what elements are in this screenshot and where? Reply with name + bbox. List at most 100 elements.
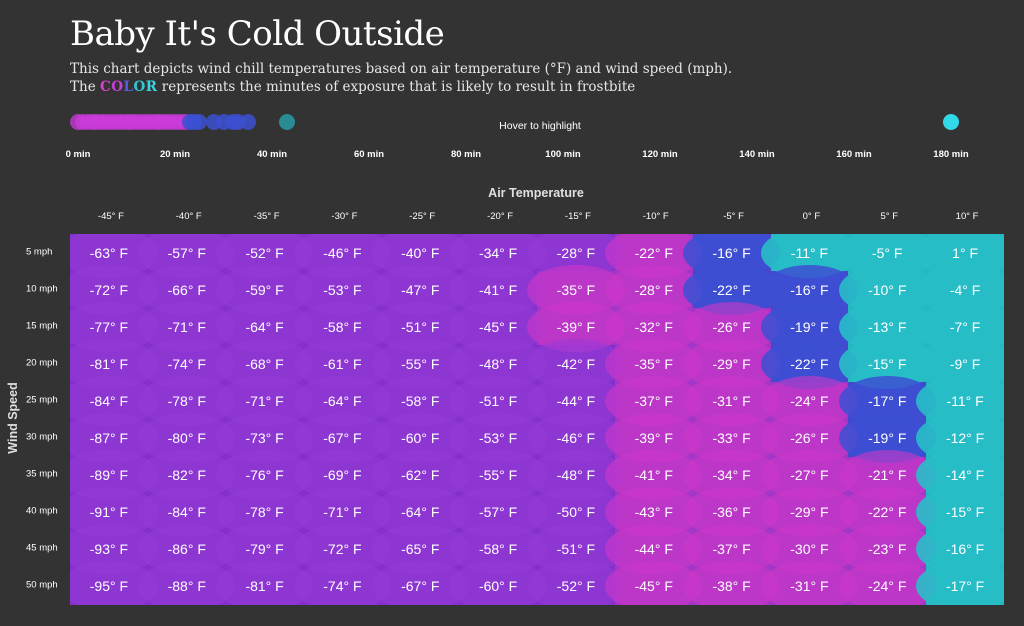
wind-chill-value: -45° F — [634, 578, 673, 595]
wind-chill-value: -78° F — [245, 504, 284, 521]
legend-tick-label: 160 min — [836, 149, 872, 160]
wind-chill-value: -32° F — [634, 318, 673, 335]
wind-chill-value: -41° F — [634, 467, 673, 484]
wind-chill-value: -16° F — [712, 244, 751, 261]
wind-chill-value: -78° F — [167, 392, 206, 409]
wind-chill-heatmap[interactable]: -63° F -57° F -52° F -46° F -40° F -34° F -28°… — [70, 234, 1004, 605]
y-tick-label: 5 mph — [26, 246, 53, 258]
wind-chill-value: -14° F — [945, 467, 985, 484]
wind-chill-value: -41° F — [478, 281, 518, 298]
wind-chill-value: -17° F — [868, 392, 907, 409]
wind-chill-value: -16° F — [790, 281, 829, 298]
wind-chill-value: -62° F — [401, 467, 440, 484]
wind-chill-value: -71° F — [167, 318, 206, 335]
wind-chill-value: -93° F — [89, 541, 129, 558]
color-word-letter: O — [133, 79, 146, 95]
wind-chill-value: -29° F — [790, 504, 829, 521]
wind-chill-value: -73° F — [245, 430, 284, 447]
wind-chill-value: -12° F — [945, 430, 985, 447]
x-tick-label: -45° F — [97, 211, 124, 222]
wind-chill-value: -91° F — [89, 504, 129, 521]
wind-chill-value: -53° F — [478, 430, 518, 447]
legend-tick-label: 60 min — [353, 149, 385, 160]
wind-chill-value: -26° F — [790, 430, 829, 447]
wind-chill-value: -81° F — [89, 355, 129, 372]
wind-chill-value: -68° F — [245, 355, 284, 372]
wind-chill-value: -7° F — [949, 318, 981, 335]
x-tick-label: -5° F — [723, 211, 744, 222]
wind-chill-value: -58° F — [401, 392, 440, 409]
heatmap-blob — [916, 561, 1004, 605]
x-tick-label: -40° F — [175, 211, 202, 222]
y-tick-label: 15 mph — [26, 320, 58, 332]
wind-chill-value: -39° F — [556, 318, 596, 335]
wind-chill-value: -11° F — [946, 392, 984, 409]
wind-chill-value: -17° F — [945, 578, 985, 595]
y-tick-label: 45 mph — [26, 542, 58, 554]
y-tick-label: 25 mph — [26, 394, 58, 406]
wind-chill-value: -46° F — [556, 430, 596, 447]
wind-chill-value: -84° F — [167, 504, 206, 521]
wind-chill-value: -19° F — [868, 430, 907, 447]
wind-chill-value: -4° F — [949, 281, 981, 298]
legend-dot[interactable] — [943, 114, 959, 130]
wind-chill-value: -11° F — [790, 244, 829, 261]
wind-chill-value: -72° F — [323, 541, 362, 558]
wind-chill-value: -71° F — [245, 392, 284, 409]
wind-chill-value: -27° F — [790, 467, 829, 484]
y-tick-label: 35 mph — [26, 468, 58, 480]
wind-chill-value: -40° F — [401, 244, 440, 261]
wind-chill-value: -79° F — [245, 541, 284, 558]
wind-chill-value: -44° F — [556, 392, 596, 409]
wind-chill-value: -60° F — [401, 430, 440, 447]
frostbite-minutes-legend[interactable]: 0 min 20 min 40 min 60 min 80 min 100 min 120 … — [0, 110, 1024, 160]
legend-tick-label: 100 min — [545, 149, 581, 160]
wind-chill-value: -19° F — [790, 318, 829, 335]
wind-chill-value: -66° F — [167, 281, 206, 298]
wind-chill-value: -29° F — [712, 355, 751, 372]
chart-subtitle-line1: This chart depicts wind chill temperatur… — [70, 61, 733, 77]
wind-chill-value: -88° F — [167, 578, 206, 595]
wind-chill-value: -31° F — [712, 392, 751, 409]
color-word-letter: R — [145, 79, 158, 95]
wind-chill-value: -45° F — [478, 318, 518, 335]
wind-chill-value: -74° F — [323, 578, 362, 595]
legend-tick-label: 40 min — [256, 149, 288, 160]
wind-chill-value: -67° F — [401, 578, 440, 595]
wind-chill-value: -26° F — [712, 318, 751, 335]
wind-chill-value: -71° F — [323, 504, 362, 521]
wind-chill-value: -24° F — [868, 578, 907, 595]
wind-chill-value: -51° F — [478, 392, 518, 409]
wind-chill-value: -22° F — [634, 244, 673, 261]
wind-chill-value: -34° F — [712, 467, 751, 484]
wind-chill-value: -55° F — [401, 355, 440, 372]
wind-chill-value: -67° F — [323, 430, 362, 447]
color-word-letter: L — [123, 79, 134, 95]
wind-chill-value: -72° F — [89, 281, 129, 298]
x-tick-label: 10° F — [955, 211, 979, 222]
wind-chill-value: -58° F — [478, 541, 518, 558]
y-tick-label: 10 mph — [26, 283, 58, 295]
wind-chill-value: -35° F — [634, 355, 673, 372]
wind-chill-value: -48° F — [556, 467, 596, 484]
wind-chill-value: -86° F — [167, 541, 206, 558]
wind-chill-value: -28° F — [634, 281, 673, 298]
wind-chill-value: -55° F — [478, 467, 518, 484]
legend-dot[interactable] — [278, 114, 295, 130]
wind-chill-value: -48° F — [478, 355, 518, 372]
wind-chill-value: -80° F — [167, 430, 206, 447]
wind-chill-value: -30° F — [790, 541, 829, 558]
x-tick-label: 5° F — [880, 211, 899, 222]
x-tick-label: -25° F — [409, 211, 436, 222]
wind-chill-value: -57° F — [167, 244, 206, 261]
chart-subtitle-line2: The COLOR represents the minutes of expo… — [70, 79, 635, 95]
wind-chill-value: -38° F — [712, 578, 751, 595]
hover-hint: Hover to highlight — [499, 120, 581, 132]
y-tick-label: 30 mph — [26, 431, 58, 443]
wind-chill-value: -64° F — [245, 318, 284, 335]
legend-dot[interactable] — [191, 114, 208, 130]
legend-dot[interactable] — [239, 114, 256, 130]
wind-chill-value: -43° F — [634, 504, 673, 521]
color-word: COLOR — [100, 79, 158, 95]
wind-chill-value: -84° F — [89, 392, 129, 409]
